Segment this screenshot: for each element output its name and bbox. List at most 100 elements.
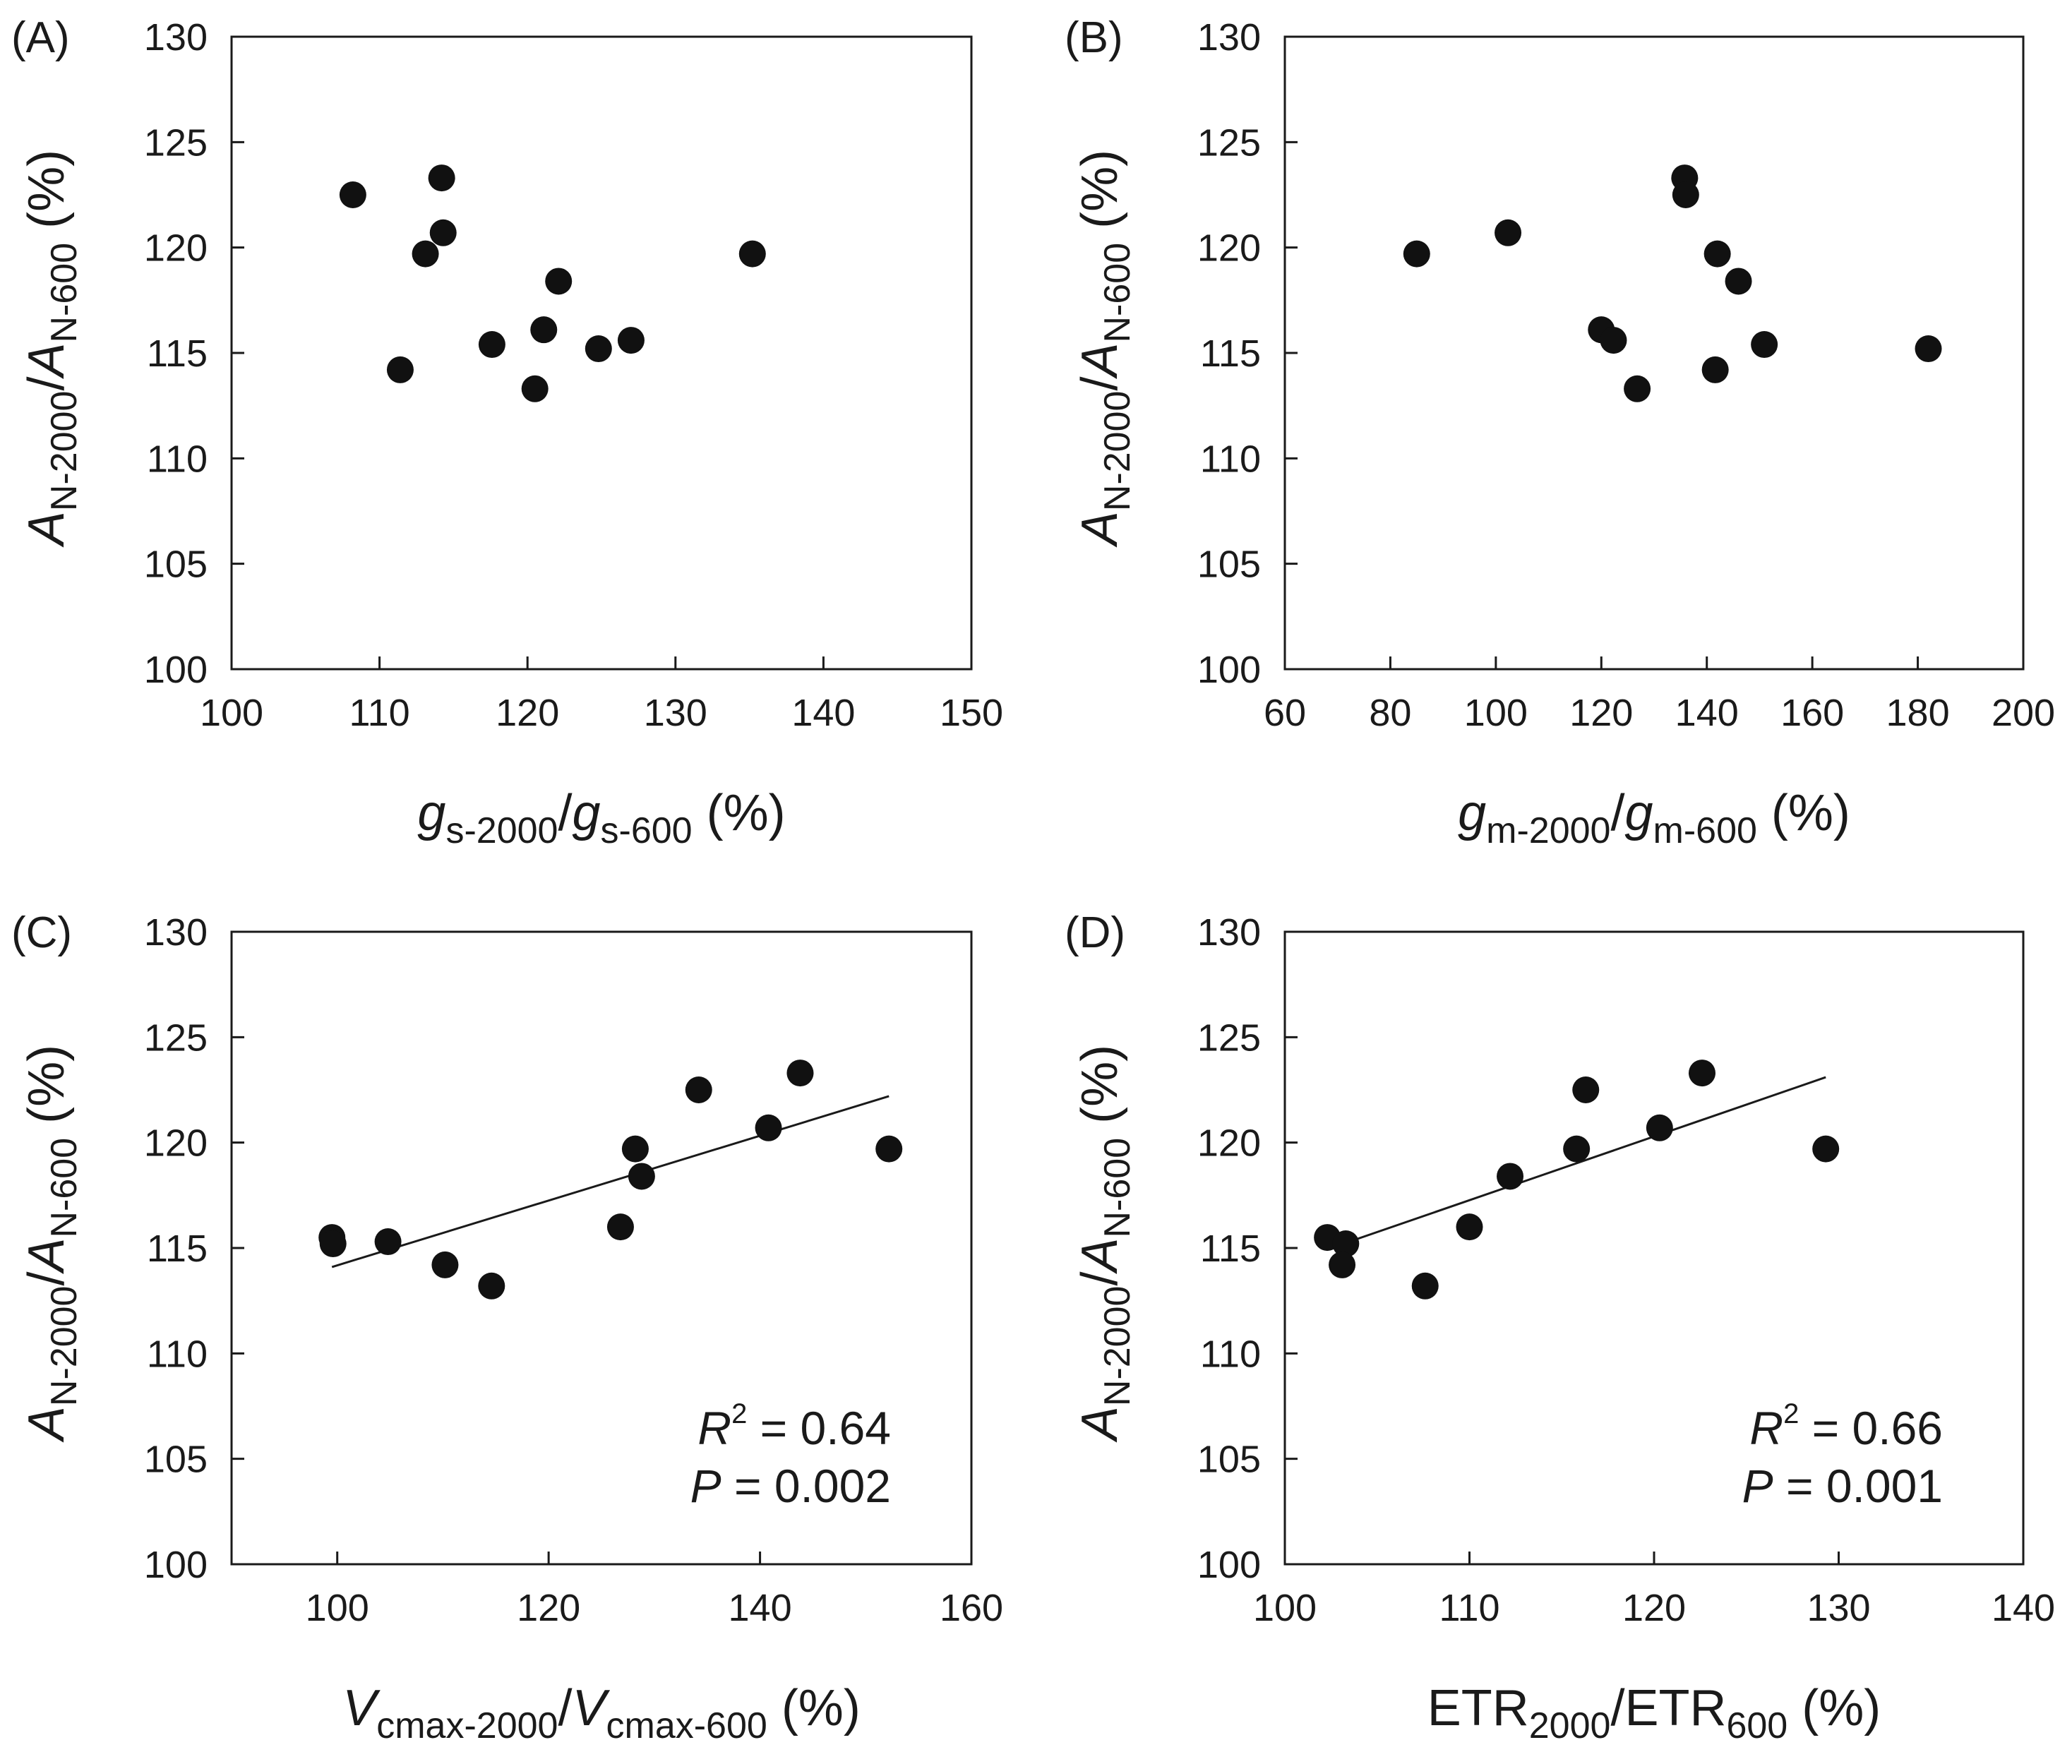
x-tick-label: 160	[940, 1587, 1003, 1629]
x-tick-label: 140	[791, 692, 855, 734]
r-squared-text: R2 = 0.66	[1749, 1398, 1943, 1454]
x-tick-label: 200	[1992, 692, 2055, 734]
regression-line	[331, 1095, 890, 1268]
data-point	[1646, 1114, 1673, 1141]
y-tick-label: 100	[1197, 1544, 1261, 1586]
x-tick-label: 100	[306, 1587, 369, 1629]
panel-label: (C)	[11, 908, 72, 957]
data-point	[1403, 240, 1430, 268]
data-point	[628, 1163, 655, 1190]
x-axis-label: Vcmax-2000/Vcmax-600 (%)	[342, 1680, 861, 1746]
y-tick-label: 100	[1197, 649, 1261, 691]
data-point	[1915, 335, 1942, 363]
data-point	[1572, 1076, 1600, 1103]
y-tick-label: 120	[144, 1122, 208, 1165]
data-point	[319, 1230, 347, 1258]
x-tick-label: 60	[1264, 692, 1306, 734]
data-point	[1624, 375, 1651, 402]
y-tick-label: 125	[144, 121, 208, 164]
panel-a: 100 105 110 115 120 125 130 100 110 120 130 140 150 (…	[11, 13, 1003, 851]
x-tick-label: 120	[1569, 692, 1633, 734]
x-tick-label: 140	[1992, 1587, 2055, 1629]
x-tick-label: 140	[1675, 692, 1739, 734]
data-point	[1332, 1230, 1360, 1258]
panel-d: 100 105 110 115 120 125 130 100 110 120 130 140 (D) E…	[1065, 908, 2055, 1746]
x-tick-label: 130	[1807, 1587, 1870, 1629]
data-point	[755, 1114, 782, 1141]
x-axis-label: gs-2000/gs-600 (%)	[417, 785, 785, 851]
data-point	[1497, 1163, 1524, 1190]
y-axis-label: AN-2000/AN-600 (%)	[18, 150, 85, 548]
y-tick-label: 105	[1197, 1439, 1261, 1481]
r-squared-text: R2 = 0.64	[697, 1398, 891, 1454]
y-tick-label: 120	[1197, 1122, 1261, 1165]
y-tick-label: 125	[1197, 121, 1261, 164]
data-point	[621, 1135, 649, 1163]
y-tick-label: 105	[1197, 544, 1261, 586]
data-point	[617, 327, 645, 354]
y-tick-label: 120	[1197, 227, 1261, 270]
y-tick-label: 105	[144, 544, 208, 586]
x-axis-label: gm-2000/gm-600 (%)	[1458, 785, 1850, 851]
x-tick-label: 150	[940, 692, 1003, 734]
data-point	[545, 268, 573, 295]
y-tick-label: 110	[1200, 438, 1261, 480]
panel-label: (A)	[11, 13, 70, 62]
data-point	[428, 164, 455, 192]
data-point	[585, 335, 612, 363]
y-tick-label: 100	[144, 1544, 208, 1586]
data-point	[1703, 240, 1731, 268]
data-point	[521, 375, 549, 402]
data-point	[431, 1251, 459, 1278]
panel-label: (B)	[1065, 13, 1123, 62]
x-tick-label: 110	[1439, 1587, 1499, 1629]
y-tick-label: 130	[144, 911, 208, 954]
y-tick-label: 125	[144, 1016, 208, 1059]
x-tick-label: 120	[496, 692, 559, 734]
data-point	[1456, 1213, 1483, 1241]
y-tick-label: 105	[144, 1439, 208, 1481]
x-tick-label: 120	[517, 1587, 580, 1629]
p-value-text: P = 0.001	[1742, 1460, 1943, 1512]
y-tick-label: 110	[147, 438, 208, 480]
plot-frame	[1283, 35, 2025, 671]
y-tick-label: 115	[1200, 332, 1261, 375]
x-tick-label: 80	[1369, 692, 1411, 734]
y-tick-label: 130	[1197, 911, 1261, 954]
y-tick-label: 130	[1197, 16, 1261, 59]
y-tick-label: 125	[1197, 1016, 1261, 1059]
data-point	[1701, 356, 1729, 383]
y-tick-label: 110	[147, 1333, 208, 1375]
x-tick-label: 130	[644, 692, 707, 734]
y-tick-label: 115	[147, 332, 208, 375]
data-point	[786, 1060, 814, 1087]
data-point	[386, 356, 414, 383]
x-tick-label: 100	[200, 692, 263, 734]
x-tick-label: 140	[729, 1587, 792, 1629]
y-tick-label: 100	[144, 649, 208, 691]
x-tick-label: 180	[1886, 692, 1950, 734]
data-point	[1688, 1060, 1715, 1087]
data-point	[1812, 1135, 1840, 1163]
data-point	[1411, 1272, 1439, 1300]
data-point	[530, 316, 558, 344]
data-point	[606, 1213, 634, 1241]
data-point	[738, 240, 766, 268]
data-point	[1563, 1135, 1591, 1163]
data-point	[1600, 327, 1627, 354]
y-axis-label: AN-2000/AN-600 (%)	[1072, 1045, 1138, 1443]
data-point	[374, 1228, 402, 1256]
x-tick-label: 100	[1253, 1587, 1317, 1629]
y-axis-label: AN-2000/AN-600 (%)	[18, 1045, 85, 1443]
panel-label: (D)	[1065, 908, 1125, 957]
data-point	[429, 219, 457, 246]
x-tick-label: 160	[1780, 692, 1844, 734]
regression-line	[1330, 1076, 1826, 1249]
data-point	[412, 240, 439, 268]
panel-c: 100 105 110 115 120 125 130 100 120 140 160 (C) Vcma…	[11, 908, 1003, 1746]
data-point	[1672, 181, 1699, 208]
data-point	[478, 331, 505, 359]
x-tick-label: 120	[1622, 1587, 1686, 1629]
x-tick-label: 110	[349, 692, 410, 734]
